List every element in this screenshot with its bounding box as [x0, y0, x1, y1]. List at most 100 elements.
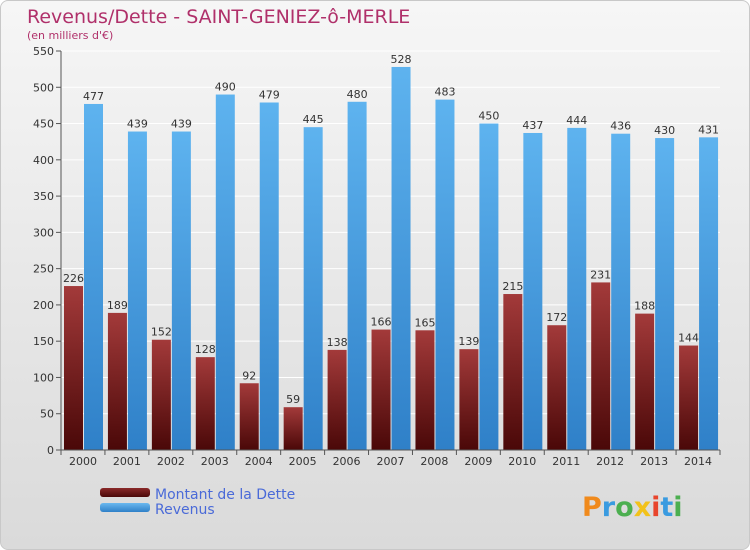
- x-tick-label-2006: 2006: [333, 455, 361, 468]
- bar-revenus-2004: [259, 102, 279, 451]
- y-tick-label: 550: [33, 45, 54, 58]
- chart-subtitle: (en milliers d'€): [27, 29, 113, 42]
- y-tick-label: 100: [33, 371, 54, 384]
- y-tick-label: 450: [33, 118, 54, 131]
- data-label-dette-2007: 166: [371, 316, 392, 329]
- bar-revenus-2014: [699, 137, 719, 450]
- bars: 226 477 189 439 152 439 128 490 92 479 59 445 138 480…: [63, 53, 719, 451]
- bar-dette-2005: [283, 407, 303, 450]
- x-tick-label-2004: 2004: [245, 455, 273, 468]
- data-label-revenus-2001: 439: [127, 118, 148, 131]
- bar-revenus-2000: [84, 103, 103, 450]
- x-tick-label-2007: 2007: [377, 455, 405, 468]
- y-tick-label: 50: [40, 408, 54, 421]
- bar-revenus-2002: [171, 131, 191, 450]
- data-label-dette-2009: 139: [458, 335, 479, 348]
- legend-label-dette: Montant de la Dette: [155, 487, 295, 503]
- data-label-revenus-2013: 430: [654, 124, 675, 137]
- data-label-dette-2011: 172: [546, 311, 567, 324]
- legend-swatch-dette: [100, 488, 150, 497]
- x-tick-label-2005: 2005: [289, 455, 317, 468]
- data-label-revenus-2003: 490: [215, 81, 236, 94]
- x-tick-label-2000: 2000: [69, 455, 97, 468]
- logo-letter: i: [651, 492, 660, 523]
- bar-revenus-2003: [215, 94, 235, 450]
- x-tick-label-2014: 2014: [684, 455, 712, 468]
- bar-revenus-2008: [435, 99, 455, 450]
- data-label-dette-2010: 215: [502, 280, 523, 293]
- y-tick-label: 250: [33, 263, 54, 276]
- data-label-revenus-2010: 437: [522, 119, 543, 132]
- y-tick-label: 500: [33, 81, 54, 94]
- data-label-dette-2000: 226: [63, 272, 84, 285]
- data-label-revenus-2007: 528: [391, 53, 412, 66]
- data-label-dette-2014: 144: [678, 332, 699, 345]
- y-tick-label: 350: [33, 190, 54, 203]
- bar-dette-2002: [151, 339, 171, 450]
- data-label-dette-2001: 189: [107, 299, 128, 312]
- bar-dette-2008: [415, 330, 435, 450]
- data-label-dette-2005: 59: [286, 393, 300, 406]
- data-label-dette-2013: 188: [634, 300, 655, 313]
- data-label-dette-2004: 92: [242, 369, 256, 382]
- bar-revenus-2007: [391, 66, 411, 451]
- y-tick-label: 0: [47, 444, 54, 457]
- x-tick-label-2013: 2013: [640, 455, 668, 468]
- bar-dette-2007: [371, 329, 391, 450]
- data-label-dette-2002: 152: [151, 326, 172, 339]
- data-label-revenus-2006: 480: [347, 88, 368, 101]
- data-label-revenus-2008: 483: [434, 86, 455, 99]
- x-tick-label-2008: 2008: [420, 455, 448, 468]
- bar-revenus-2009: [479, 123, 499, 450]
- bar-revenus-2013: [655, 138, 675, 450]
- bar-dette-2011: [547, 325, 567, 450]
- bar-dette-2006: [327, 349, 347, 450]
- logo-letter: i: [673, 492, 682, 523]
- bar-dette-2000: [64, 286, 83, 450]
- bar-dette-2012: [591, 282, 611, 450]
- data-label-dette-2012: 231: [590, 268, 611, 281]
- bar-dette-2009: [459, 349, 479, 450]
- bar-dette-2003: [195, 357, 215, 450]
- y-tick-label: 150: [33, 335, 54, 348]
- bar-dette-2001: [107, 312, 127, 450]
- x-tick-label-2003: 2003: [201, 455, 229, 468]
- proxiti-logo: Proxiti: [582, 492, 683, 523]
- x-tick-label-2001: 2001: [113, 455, 141, 468]
- data-label-revenus-2002: 439: [171, 118, 192, 131]
- data-label-revenus-2014: 431: [698, 123, 719, 136]
- x-tick-label-2012: 2012: [596, 455, 624, 468]
- logo-letter: t: [660, 492, 673, 523]
- axes: 0 50 100 150 200 250 300 350 400 450 500 550 2000 200…: [33, 45, 721, 468]
- y-tick-label: 300: [33, 226, 54, 239]
- data-label-dette-2006: 138: [327, 336, 348, 349]
- bar-revenus-2010: [523, 132, 543, 450]
- bar-dette-2004: [239, 383, 259, 450]
- y-tick-label: 200: [33, 299, 54, 312]
- bar-revenus-2001: [127, 131, 147, 450]
- y-tick-label: 400: [33, 154, 54, 167]
- logo-letter: o: [615, 492, 634, 523]
- data-label-dette-2003: 128: [195, 343, 216, 356]
- data-label-revenus-2005: 445: [303, 113, 324, 126]
- x-tick-label-2009: 2009: [464, 455, 492, 468]
- bar-revenus-2005: [303, 127, 323, 450]
- chart-title: Revenus/Dette - SAINT-GENIEZ-ô-MERLE: [27, 6, 410, 28]
- logo-letter: r: [602, 492, 616, 523]
- data-label-revenus-2004: 479: [259, 89, 280, 102]
- data-label-revenus-2012: 436: [610, 120, 631, 133]
- legend: Montant de la Dette Revenus: [100, 487, 295, 518]
- x-tick-label-2010: 2010: [508, 455, 536, 468]
- bar-revenus-2012: [611, 133, 631, 450]
- legend-swatch-revenus: [100, 503, 150, 512]
- bar-dette-2014: [679, 345, 699, 450]
- data-label-revenus-2009: 450: [478, 110, 499, 123]
- data-label-revenus-2000: 477: [83, 90, 104, 103]
- data-label-revenus-2011: 444: [566, 114, 587, 127]
- legend-label-revenus: Revenus: [155, 502, 215, 518]
- logo-letter: x: [634, 492, 651, 523]
- x-tick-label-2002: 2002: [157, 455, 185, 468]
- bar-revenus-2006: [347, 101, 367, 451]
- bar-revenus-2011: [567, 127, 587, 450]
